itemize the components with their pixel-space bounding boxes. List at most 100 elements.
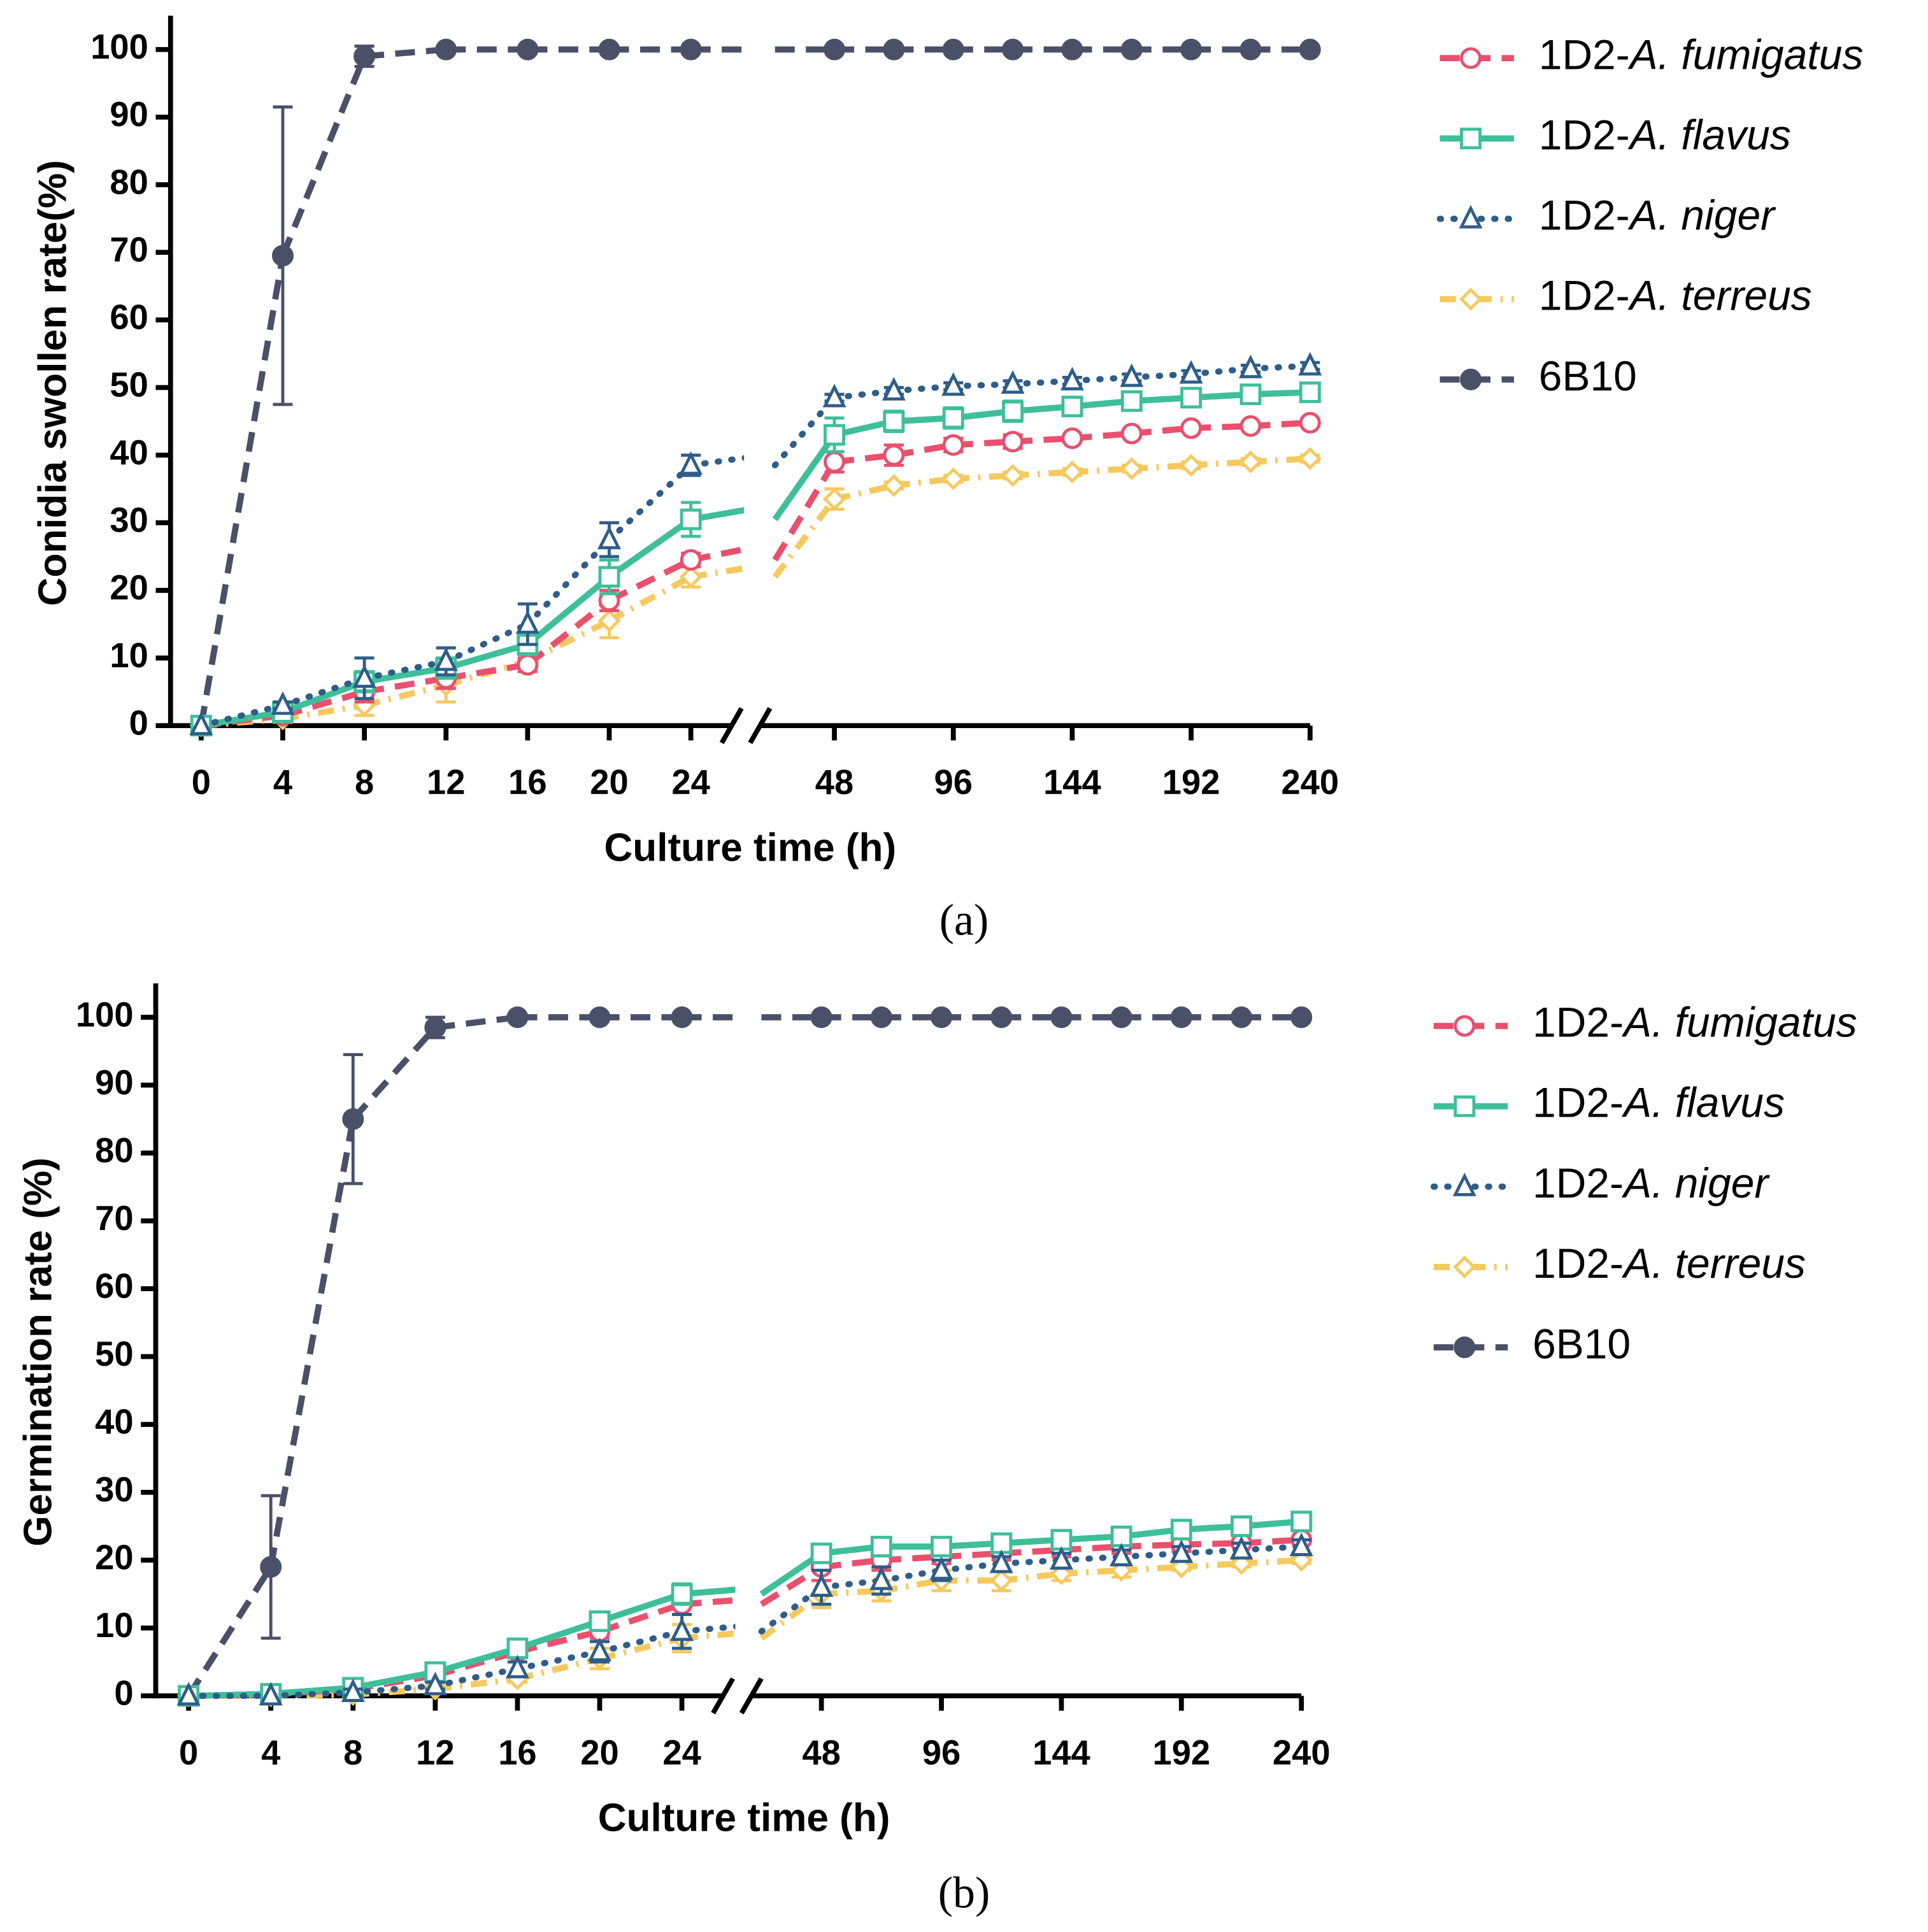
marker (942, 407, 964, 429)
x-tick-label: 12 (427, 763, 465, 802)
marker (1120, 457, 1143, 480)
series-line (1058, 1554, 1125, 1564)
x-tick-label: 144 (1043, 763, 1101, 802)
x-axis-label: Culture time (h) (598, 1796, 890, 1840)
marker (870, 1535, 892, 1557)
marker (1453, 1336, 1476, 1359)
marker (1289, 1533, 1313, 1556)
marker (1180, 38, 1203, 61)
series-line (758, 1584, 825, 1635)
x-tick-label: 4 (273, 763, 292, 802)
y-axis-label: Germination rate (%) (16, 1157, 60, 1547)
marker (822, 383, 846, 408)
axis-break (739, 1677, 764, 1715)
marker (598, 566, 620, 588)
marker (990, 1569, 1013, 1592)
marker (1231, 1006, 1253, 1029)
legend-label: 1D2-A. niger (1532, 1159, 1770, 1206)
marker (1061, 38, 1083, 61)
marker (341, 1678, 365, 1703)
marker (1120, 422, 1143, 445)
series-line (525, 597, 611, 668)
x-tick-label: 48 (815, 763, 853, 802)
series-line (1128, 371, 1194, 381)
marker (883, 38, 905, 61)
series-line (186, 1565, 274, 1698)
marker (1229, 1536, 1253, 1560)
series-line (364, 665, 447, 685)
marker (1180, 454, 1203, 477)
y-tick-label: 70 (95, 1199, 133, 1238)
series-line (350, 1682, 439, 1696)
x-tick-label: 48 (802, 1733, 840, 1772)
series-line (1238, 1543, 1305, 1554)
marker (870, 1006, 892, 1029)
marker (259, 1682, 283, 1706)
series-line (1069, 374, 1135, 384)
marker (882, 474, 906, 497)
series-line (525, 574, 611, 647)
marker (810, 1006, 832, 1029)
marker (1120, 38, 1143, 61)
series-line (432, 1665, 521, 1689)
y-axis-label: Conidia swollen rate(%) (31, 160, 75, 606)
series (190, 411, 1321, 737)
series-line (434, 1675, 518, 1692)
series-line (198, 255, 286, 726)
x-tick-label: 24 (671, 763, 710, 802)
marker (1001, 464, 1025, 487)
x-axis-label: Culture time (h) (604, 826, 896, 869)
series-line (599, 1635, 683, 1662)
marker (1453, 1015, 1476, 1037)
series-line (361, 658, 450, 682)
axis-break (748, 707, 773, 745)
marker (1170, 1519, 1192, 1541)
marker (1061, 396, 1083, 418)
series-line (364, 46, 446, 60)
x-tick-label: 144 (1032, 1733, 1090, 1772)
series-line (280, 675, 368, 709)
marker (671, 1583, 693, 1605)
series-line (516, 1618, 601, 1652)
marker (810, 1542, 832, 1564)
marker (598, 38, 620, 61)
series-line (280, 55, 368, 257)
marker (176, 1682, 201, 1706)
panel-label: (a) (939, 896, 989, 945)
marker (1169, 1539, 1194, 1563)
marker (1002, 431, 1024, 453)
series-line (598, 1601, 683, 1635)
series-line (363, 682, 447, 708)
series-line (268, 1118, 357, 1568)
marker (589, 1610, 611, 1633)
series-line (434, 1645, 518, 1675)
marker (869, 1566, 894, 1591)
legend-label: 1D2-A. terreus (1539, 272, 1812, 319)
marker (989, 1549, 1013, 1573)
x-tick-label: 96 (934, 763, 972, 802)
marker (670, 1617, 694, 1642)
series (190, 38, 1321, 737)
marker (1110, 1542, 1134, 1566)
marker (1180, 417, 1203, 440)
marker (1110, 1006, 1132, 1029)
marker (810, 1573, 834, 1597)
marker (680, 549, 702, 571)
marker (1453, 1095, 1476, 1117)
y-tick-label: 20 (110, 568, 148, 607)
legend-label: 1D2-A. fumigatus (1532, 999, 1857, 1046)
y-tick-label: 10 (95, 1606, 133, 1645)
marker (1298, 447, 1322, 470)
y-tick-label: 90 (110, 95, 148, 134)
legend-label: 6B10 (1532, 1320, 1631, 1368)
marker (1459, 204, 1483, 229)
x-tick-label: 192 (1162, 763, 1220, 802)
marker (882, 376, 906, 401)
marker (671, 1006, 693, 1029)
legend-label: 1D2-A. niger (1539, 192, 1776, 239)
x-tick-label: 240 (1273, 1733, 1331, 1772)
marker (941, 372, 966, 396)
series-line (690, 546, 745, 563)
